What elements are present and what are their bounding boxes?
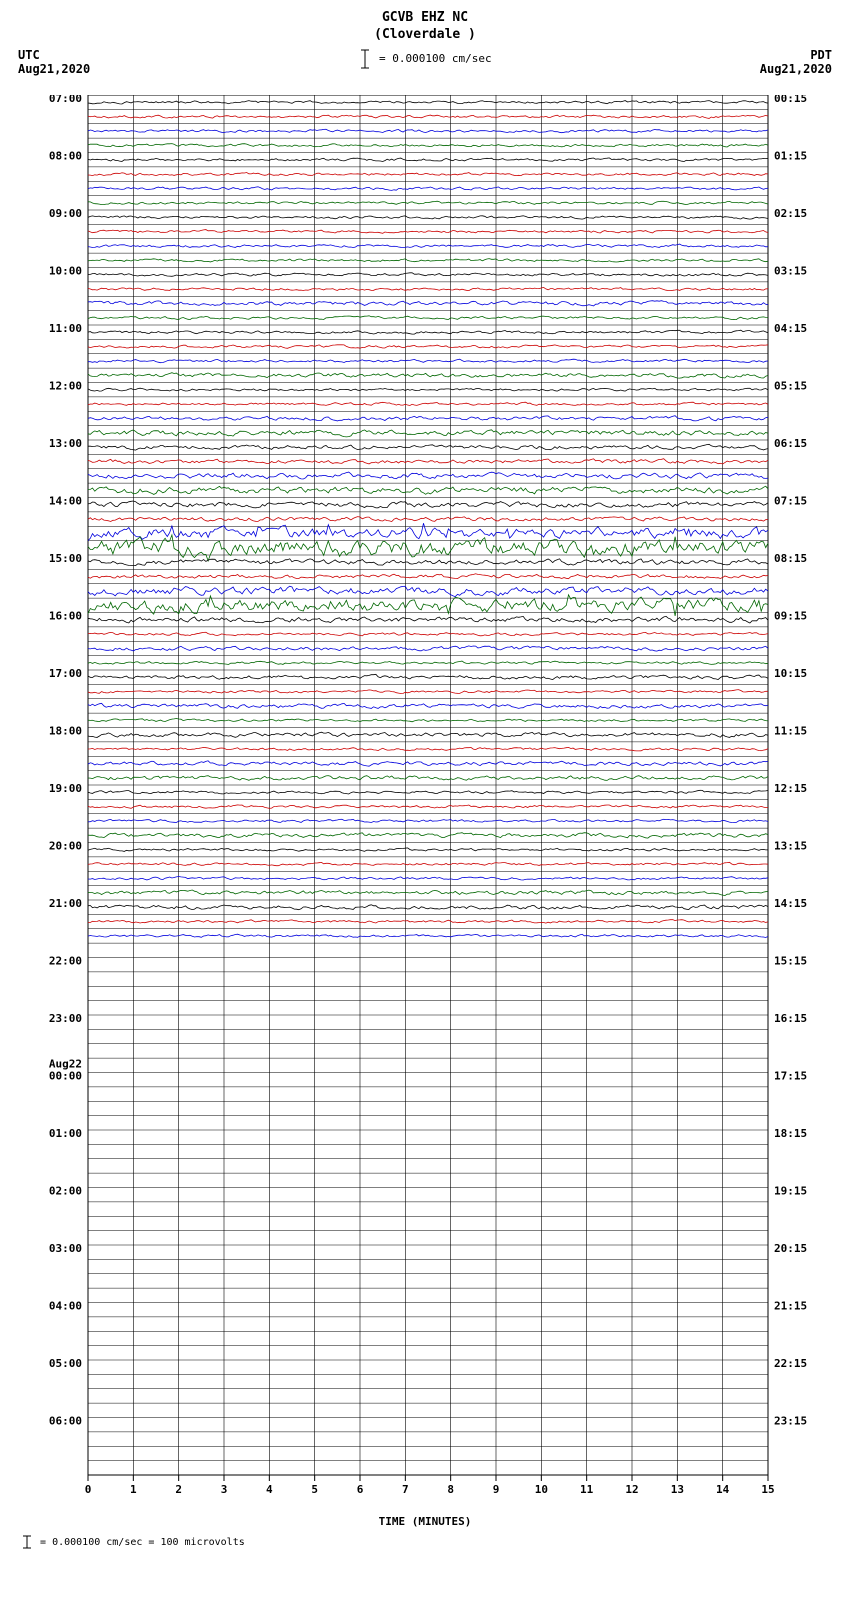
svg-text:08:00: 08:00 xyxy=(49,149,82,162)
svg-text:15:00: 15:00 xyxy=(49,552,82,565)
svg-text:23:00: 23:00 xyxy=(49,1012,82,1025)
date-right-label: Aug21,2020 xyxy=(760,62,832,76)
svg-text:2: 2 xyxy=(175,1483,182,1496)
svg-text:9: 9 xyxy=(493,1483,500,1496)
svg-text:08:15: 08:15 xyxy=(774,552,807,565)
svg-text:11:00: 11:00 xyxy=(49,322,82,335)
svg-text:12: 12 xyxy=(625,1483,638,1496)
svg-text:21:00: 21:00 xyxy=(49,897,82,910)
svg-text:07:00: 07:00 xyxy=(49,95,82,105)
svg-text:05:00: 05:00 xyxy=(49,1357,82,1370)
svg-text:22:15: 22:15 xyxy=(774,1357,807,1370)
svg-text:20:15: 20:15 xyxy=(774,1242,807,1255)
svg-text:10: 10 xyxy=(535,1483,548,1496)
svg-text:04:15: 04:15 xyxy=(774,322,807,335)
svg-text:09:15: 09:15 xyxy=(774,609,807,622)
svg-text:11: 11 xyxy=(580,1483,594,1496)
svg-text:06:15: 06:15 xyxy=(774,437,807,450)
svg-text:13: 13 xyxy=(671,1483,684,1496)
svg-text:21:15: 21:15 xyxy=(774,1299,807,1312)
svg-text:7: 7 xyxy=(402,1483,409,1496)
scale-indicator: = 0.000100 cm/sec xyxy=(10,48,840,70)
svg-text:10:00: 10:00 xyxy=(49,264,82,277)
svg-text:17:15: 17:15 xyxy=(774,1069,807,1082)
svg-text:15: 15 xyxy=(761,1483,774,1496)
svg-text:12:00: 12:00 xyxy=(49,379,82,392)
svg-text:06:00: 06:00 xyxy=(49,1414,82,1427)
svg-text:19:15: 19:15 xyxy=(774,1184,807,1197)
svg-text:02:15: 02:15 xyxy=(774,207,807,220)
svg-text:14:00: 14:00 xyxy=(49,494,82,507)
svg-text:14:15: 14:15 xyxy=(774,897,807,910)
station-code: GCVB EHZ NC xyxy=(10,10,840,27)
svg-text:18:00: 18:00 xyxy=(49,724,82,737)
svg-text:0: 0 xyxy=(85,1483,92,1496)
date-left-label: Aug21,2020 xyxy=(18,62,90,76)
svg-text:20:00: 20:00 xyxy=(49,839,82,852)
svg-text:01:00: 01:00 xyxy=(49,1127,82,1140)
svg-text:09:00: 09:00 xyxy=(49,207,82,220)
svg-text:17:00: 17:00 xyxy=(49,667,82,680)
footer-text: = 0.000100 cm/sec = 100 microvolts xyxy=(40,1537,245,1548)
station-location: (Cloverdale ) xyxy=(10,27,840,44)
svg-text:3: 3 xyxy=(221,1483,228,1496)
svg-text:05:15: 05:15 xyxy=(774,379,807,392)
svg-text:01:15: 01:15 xyxy=(774,149,807,162)
svg-text:6: 6 xyxy=(357,1483,364,1496)
svg-text:03:00: 03:00 xyxy=(49,1242,82,1255)
svg-text:15:15: 15:15 xyxy=(774,954,807,967)
tz-left-label: UTC xyxy=(18,48,40,62)
svg-text:4: 4 xyxy=(266,1483,273,1496)
svg-text:23:15: 23:15 xyxy=(774,1414,807,1427)
svg-text:22:00: 22:00 xyxy=(49,954,82,967)
svg-text:11:15: 11:15 xyxy=(774,724,807,737)
svg-text:13:00: 13:00 xyxy=(49,437,82,450)
svg-text:5: 5 xyxy=(311,1483,318,1496)
svg-text:10:15: 10:15 xyxy=(774,667,807,680)
svg-text:16:15: 16:15 xyxy=(774,1012,807,1025)
svg-text:14: 14 xyxy=(716,1483,730,1496)
svg-text:16:00: 16:00 xyxy=(49,609,82,622)
tz-right-label: PDT xyxy=(810,48,832,62)
footer-scale: = 0.000100 cm/sec = 100 microvolts xyxy=(10,1534,840,1550)
svg-text:00:00: 00:00 xyxy=(49,1069,82,1082)
svg-text:18:15: 18:15 xyxy=(774,1127,807,1140)
svg-text:13:15: 13:15 xyxy=(774,839,807,852)
svg-text:8: 8 xyxy=(447,1483,454,1496)
svg-text:03:15: 03:15 xyxy=(774,264,807,277)
svg-text:07:15: 07:15 xyxy=(774,494,807,507)
scale-text: = 0.000100 cm/sec xyxy=(379,52,492,65)
svg-text:00:15: 00:15 xyxy=(774,95,807,105)
svg-text:1: 1 xyxy=(130,1483,137,1496)
svg-text:19:00: 19:00 xyxy=(49,782,82,795)
svg-text:12:15: 12:15 xyxy=(774,782,807,795)
x-axis-label: TIME (MINUTES) xyxy=(10,1515,840,1528)
svg-text:02:00: 02:00 xyxy=(49,1184,82,1197)
svg-text:04:00: 04:00 xyxy=(49,1299,82,1312)
helicorder-plot: 07:00 00:15 08:00 01:15 09:00 02:15 10:00 03:15… xyxy=(10,95,840,1510)
